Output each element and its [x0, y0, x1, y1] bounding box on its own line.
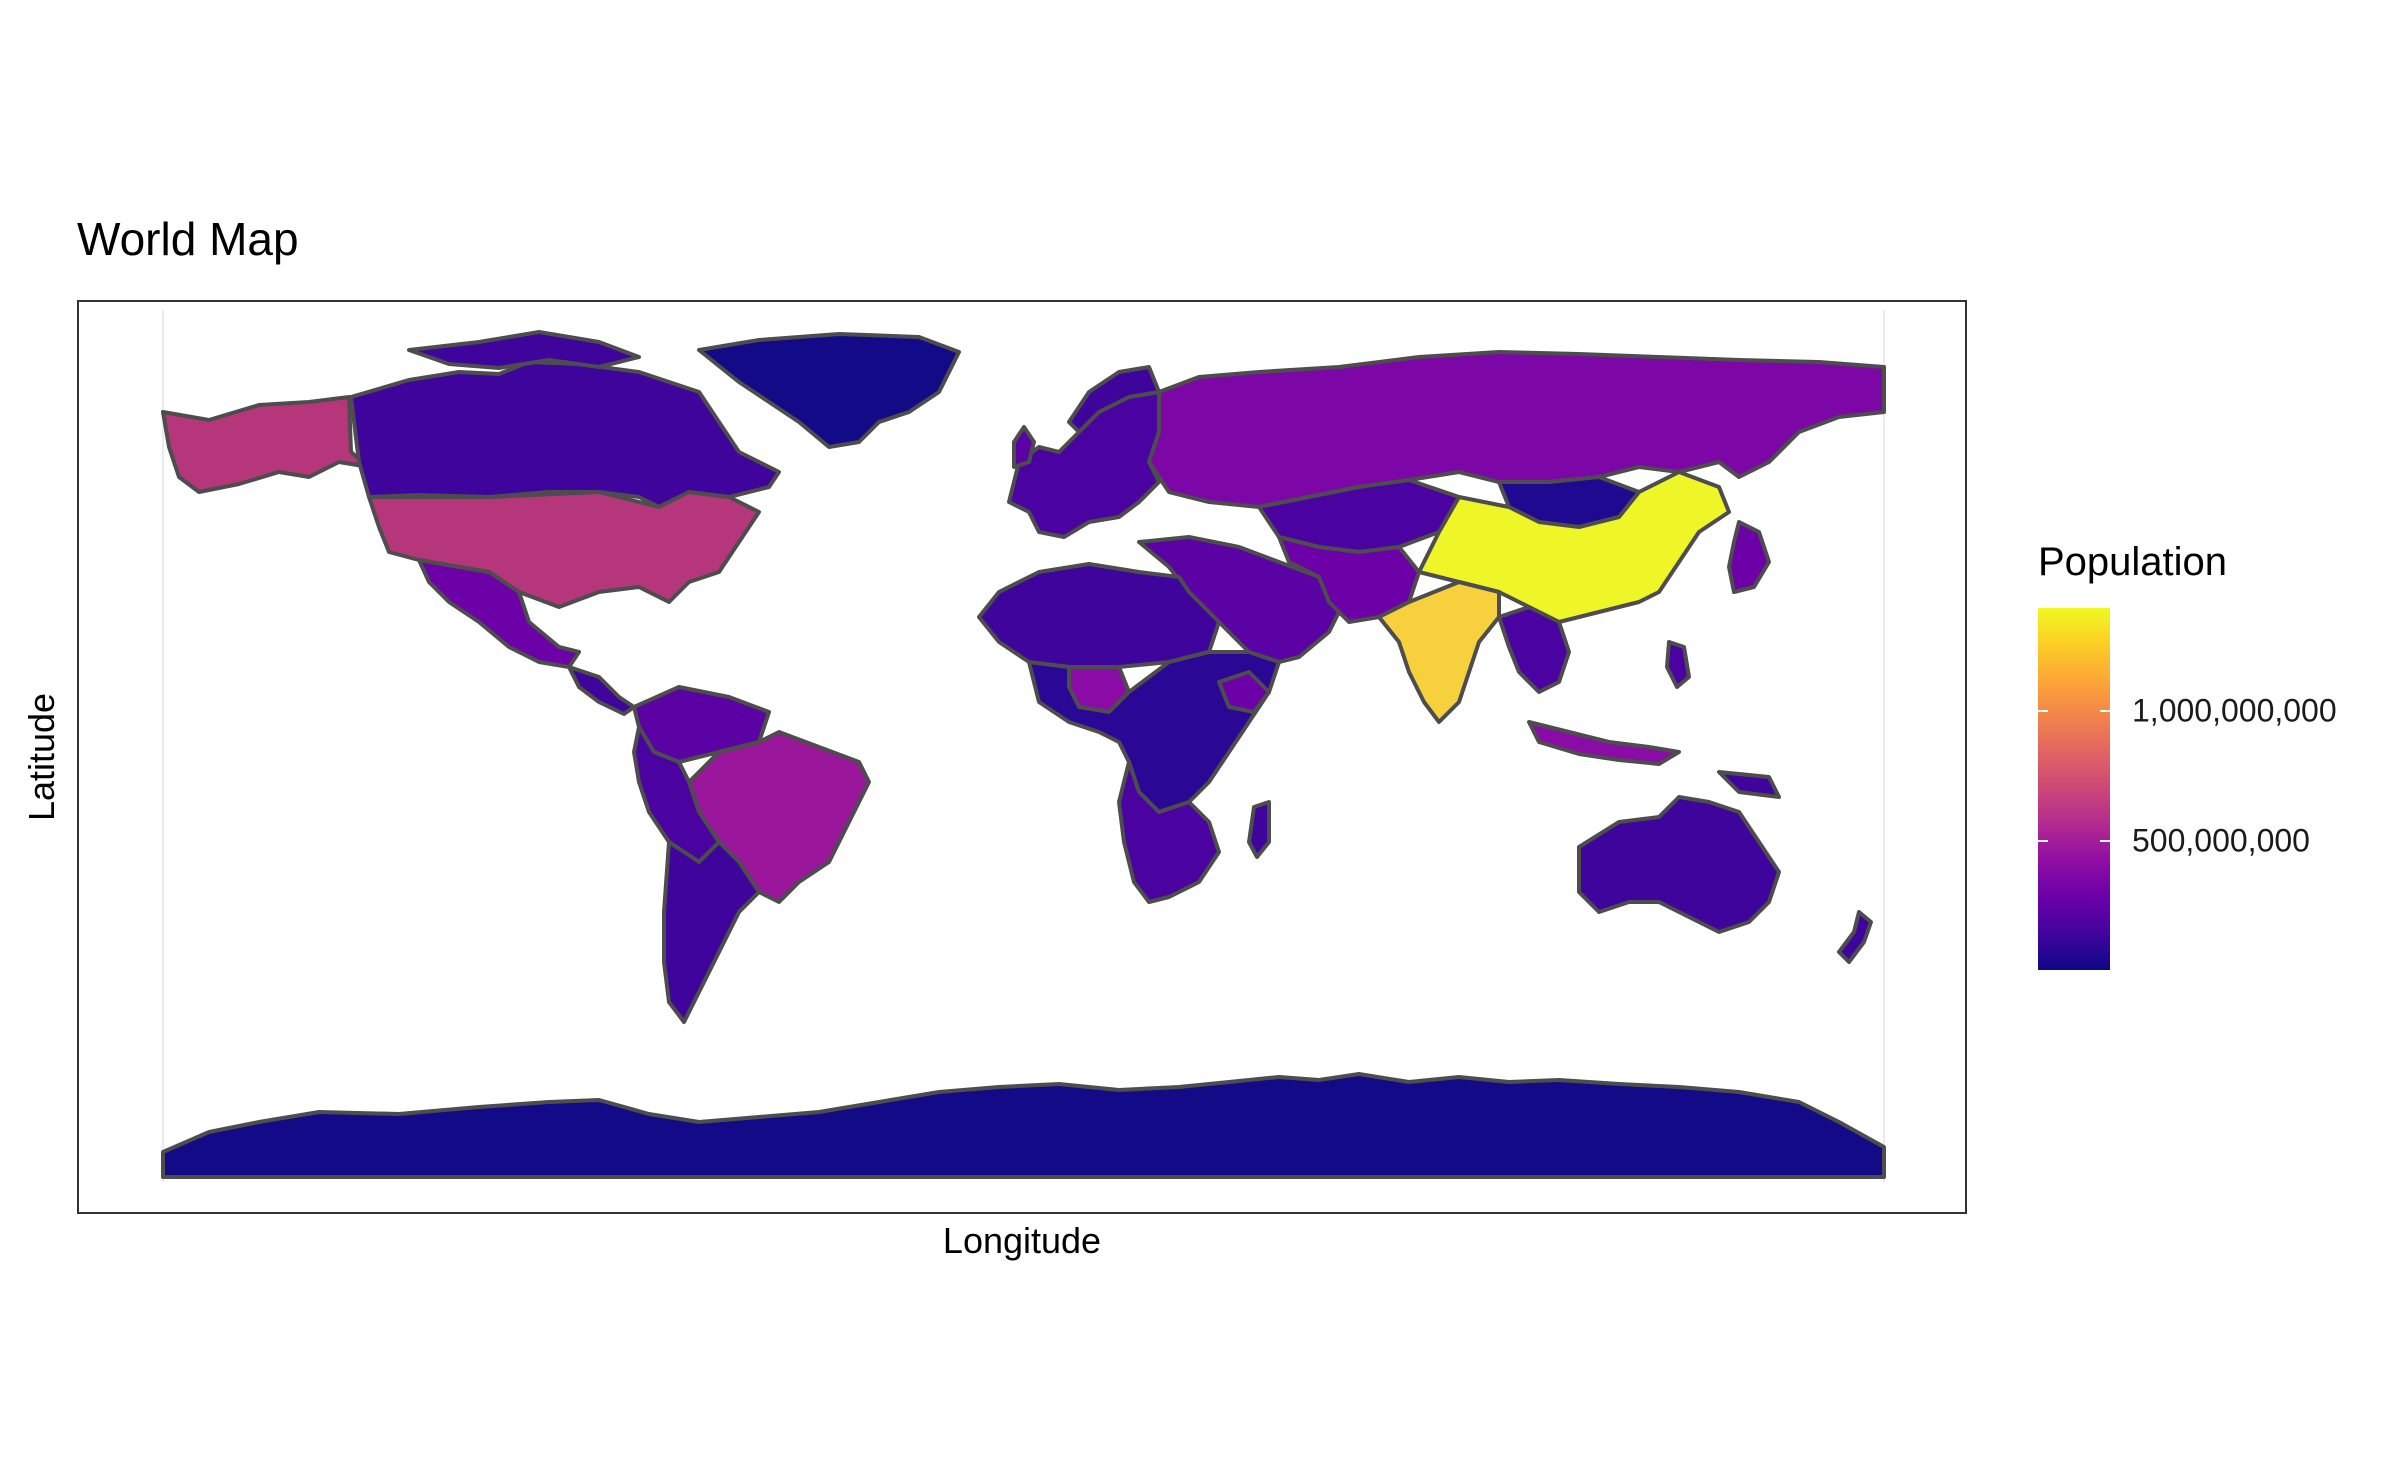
country-madagascar — [1247, 800, 1271, 859]
legend-title: Population — [2038, 540, 2228, 584]
country-new-zealand — [1837, 910, 1873, 964]
world-map — [161, 310, 1886, 1182]
country-usa — [367, 490, 761, 609]
country-greenland — [697, 332, 961, 449]
central-america — [567, 665, 636, 716]
country-australia — [1577, 795, 1781, 934]
country-ethiopia — [1217, 670, 1271, 714]
country-canada — [349, 360, 781, 509]
map-panel — [77, 300, 1967, 1214]
country-alaska — [161, 395, 371, 494]
legend-label: 1,000,000,000 — [2132, 692, 2337, 729]
x-axis-label: Longitude — [942, 1220, 1102, 1261]
country-mexico — [417, 558, 581, 669]
region-southern-africa — [1117, 760, 1221, 904]
map-title: World Map — [77, 213, 299, 265]
region-central-africa — [1027, 650, 1281, 814]
region-southeast-asia — [1497, 605, 1571, 694]
arctic-islands — [407, 330, 641, 370]
legend-tick-left — [2038, 839, 2048, 842]
country-argentina-chile — [662, 840, 761, 1024]
country-uk — [1012, 425, 1036, 469]
legend-tick-right — [2100, 710, 2110, 713]
country-japan — [1727, 520, 1771, 594]
legend-tick-right — [2100, 839, 2110, 842]
y-axis-label: Latitude — [21, 692, 62, 822]
country-philippines — [1665, 640, 1691, 689]
region-antarctica — [161, 1072, 1886, 1179]
legend-label: 500,000,000 — [2132, 822, 2310, 859]
country-indonesia — [1527, 720, 1681, 766]
legend-tick-left — [2038, 710, 2048, 713]
region-north-africa — [977, 562, 1221, 669]
country-india — [1377, 580, 1501, 724]
legend-colorbar — [2038, 608, 2110, 970]
country-png — [1717, 770, 1781, 799]
